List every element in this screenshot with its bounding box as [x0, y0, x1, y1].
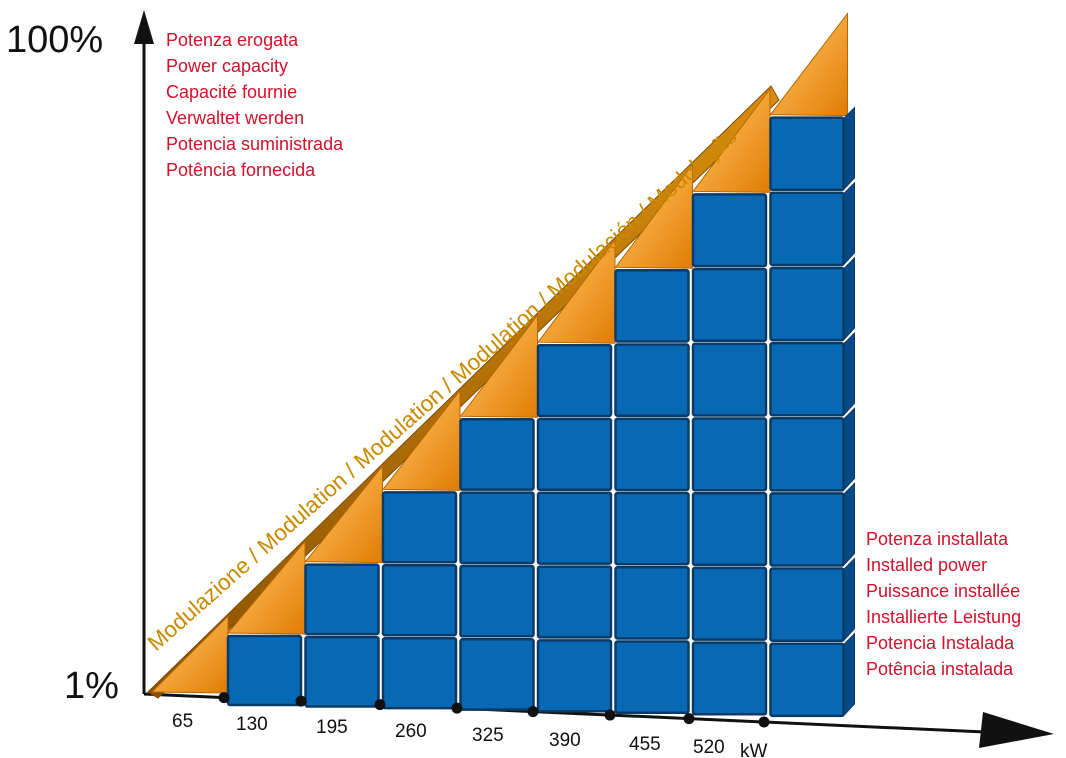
bar-cube [614, 269, 690, 343]
bar-column [614, 269, 690, 714]
bar-cube [769, 492, 845, 567]
bar-cube [691, 267, 768, 343]
bar-cube [381, 564, 458, 637]
bar-column [769, 106, 855, 718]
x-tick-dot [374, 699, 386, 711]
x-tick-label: 130 [236, 714, 268, 735]
bar-cube [536, 343, 613, 418]
x-tick-dot [218, 692, 230, 704]
bar-cubes [226, 106, 855, 718]
x-tick-dot [758, 716, 770, 728]
caption-line: Potenza erogata [166, 30, 299, 50]
x-tick-dot [604, 709, 616, 721]
bar-cube [769, 116, 845, 192]
y-min-label: 1% [64, 665, 119, 707]
x-tick-label: 195 [316, 717, 348, 738]
bar-cube [459, 418, 535, 491]
bar-column [226, 634, 303, 707]
bar-cube [769, 567, 845, 642]
bar-cube [614, 491, 690, 566]
right-caption: Potenza installata Installed power Puissan… [866, 529, 1021, 679]
x-tick-dot [683, 713, 695, 725]
bar-cube [614, 566, 690, 640]
bar-cube [769, 341, 845, 417]
x-tick-label: 65 [172, 711, 193, 732]
bar-cube [459, 564, 535, 638]
bar-cube [691, 566, 768, 641]
bar-cube [536, 565, 613, 639]
bar-cube [304, 563, 380, 636]
bar-cube [614, 640, 690, 714]
bar-cube [614, 417, 690, 492]
bar-cube [769, 417, 845, 492]
caption-line: Potência instalada [866, 659, 1014, 679]
bar-cube [226, 634, 303, 707]
bar-column [304, 563, 380, 708]
bar-cube [459, 491, 535, 565]
bar-cube [381, 636, 458, 710]
caption-line: Capacité fournie [166, 82, 297, 102]
x-tick-dot [527, 706, 539, 718]
x-tick-label: 260 [395, 721, 427, 742]
x-tick-markers [218, 692, 770, 728]
y-axis-arrow [134, 10, 154, 44]
bar-cube [381, 491, 458, 564]
y-max-label: 100% [6, 19, 103, 61]
bar-cube [769, 642, 845, 718]
bar-column [691, 193, 768, 716]
bar-cube [769, 191, 845, 267]
bar-cube [304, 635, 380, 708]
caption-line: Puissance installée [866, 581, 1020, 601]
bar-cube [691, 491, 768, 567]
modulation-band [147, 85, 780, 699]
caption-line: Potencia Instalada [866, 633, 1015, 653]
bar-cube [691, 417, 768, 492]
x-tick-label: 455 [629, 734, 661, 755]
bar-cube [691, 342, 768, 417]
bar-cube [536, 639, 613, 713]
caption-line: Potenza installata [866, 529, 1009, 549]
orange-triangle [769, 12, 848, 117]
caption-line: Power capacity [166, 56, 288, 76]
x-unit-label: kW [740, 741, 768, 758]
bar-column [536, 343, 613, 713]
caption-line: Installierte Leistung [866, 607, 1021, 627]
top-caption: Potenza erogata Power capacity Capacité fo… [166, 30, 344, 180]
bar-cube [536, 417, 613, 492]
x-tick-label: 390 [549, 730, 581, 751]
bar-cube [691, 641, 768, 716]
x-axis-arrow [979, 712, 1054, 748]
x-tick-dot [451, 702, 463, 714]
bar-cube [769, 266, 845, 342]
x-tick-label: 325 [472, 725, 504, 746]
caption-line: Potencia suministrada [166, 134, 344, 154]
bar-cube [614, 343, 690, 417]
x-tick-dot [295, 695, 307, 707]
caption-line: Verwaltet werden [166, 108, 304, 128]
bar-column [381, 491, 458, 710]
bar-cube [536, 491, 613, 565]
bar-column [459, 418, 535, 711]
x-tick-label: 520 [693, 737, 725, 758]
bar-cube [459, 638, 535, 711]
caption-line: Installed power [866, 555, 987, 575]
x-tick-labels: 65 130 195 260 325 390 455 520 [172, 711, 725, 758]
caption-line: Potência fornecida [166, 160, 316, 180]
bar-cube [691, 193, 768, 268]
